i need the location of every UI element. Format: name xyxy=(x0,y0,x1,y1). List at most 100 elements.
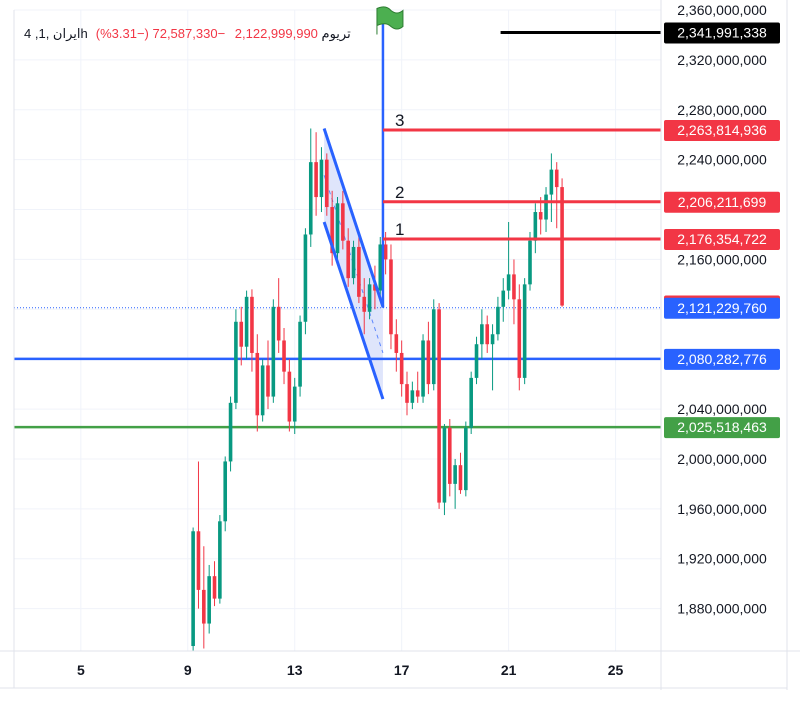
price-label-box xyxy=(664,297,780,319)
candle-body xyxy=(223,461,228,522)
candle xyxy=(319,147,324,213)
target-label: 3 xyxy=(395,111,404,130)
candle xyxy=(528,231,532,291)
price-label-text: 2,176,354,722 xyxy=(677,231,767,247)
candle-body xyxy=(426,340,431,385)
candles xyxy=(191,128,564,659)
candle-body xyxy=(383,244,388,260)
price-label-box xyxy=(664,22,780,44)
candle xyxy=(549,153,554,223)
candle-body xyxy=(549,169,554,195)
legend-symbol: 4 ,ایران ,1hتریوم xyxy=(24,26,351,41)
candle xyxy=(212,561,217,607)
price-label-box xyxy=(664,348,780,370)
candle xyxy=(362,278,367,335)
candle-body xyxy=(303,234,308,322)
candle-body xyxy=(346,240,350,279)
candle xyxy=(341,190,345,250)
candle xyxy=(202,546,206,649)
candle-body xyxy=(244,296,249,347)
candle xyxy=(250,289,254,372)
candle xyxy=(469,371,473,435)
price-tick-label: 2,320,000,000 xyxy=(677,52,767,68)
price-tick-label: 2,240,000,000 xyxy=(677,152,767,168)
candle xyxy=(335,197,340,260)
candle-body xyxy=(517,299,522,378)
candle xyxy=(453,458,457,509)
candle-body xyxy=(212,576,217,599)
price-label-text: 2,080,282,776 xyxy=(677,351,767,367)
drawings-front: 3 2 1 xyxy=(322,6,661,400)
candle-body xyxy=(351,246,356,279)
candle-body xyxy=(319,159,324,198)
price-tick-label: 2,280,000,000 xyxy=(677,102,767,118)
candle xyxy=(223,456,228,532)
candle-body xyxy=(271,306,276,397)
time-axis-bg xyxy=(0,651,800,700)
candle xyxy=(325,153,329,216)
candle xyxy=(303,228,308,335)
time-tick-label: 5 xyxy=(77,662,85,678)
candle xyxy=(218,515,222,604)
candle-body xyxy=(512,274,516,300)
candle-body xyxy=(522,284,527,378)
price-label-text: 2,121,229,760 xyxy=(677,300,767,316)
candle xyxy=(298,315,302,397)
price-label-text: 2,263,814,936 xyxy=(677,122,767,138)
candle xyxy=(522,278,527,385)
price-label-box xyxy=(664,417,780,439)
candle xyxy=(480,309,484,360)
price-labels: 2,341,991,338 2,263,814,936 2,206,211,699 2… xyxy=(664,22,780,439)
flag-icon xyxy=(376,6,404,35)
candle xyxy=(228,396,233,472)
candle xyxy=(282,328,286,385)
candle xyxy=(266,340,270,410)
price-label-box xyxy=(664,119,780,141)
target-label: 1 xyxy=(395,220,404,239)
legend-price: 2,122,999,990 xyxy=(234,26,318,41)
price-tick-label: 1,880,000,000 xyxy=(677,601,767,617)
price-label-box xyxy=(664,229,780,251)
price-label-box xyxy=(664,191,780,213)
candle xyxy=(415,371,420,403)
time-tick-label: 25 xyxy=(608,662,624,678)
time-tick-label: 13 xyxy=(287,662,303,678)
time-tick-label: 17 xyxy=(394,662,410,678)
candle-body xyxy=(228,402,233,462)
candle-body xyxy=(474,344,479,378)
candle xyxy=(538,197,543,235)
candle-body xyxy=(458,465,463,491)
candle-body xyxy=(362,296,367,312)
candle xyxy=(255,334,260,432)
target-label: 2 xyxy=(395,183,404,202)
candle-body xyxy=(373,284,377,291)
candle xyxy=(506,222,511,300)
candle-body xyxy=(554,169,559,188)
candle-body xyxy=(218,521,222,599)
candle-body xyxy=(405,384,409,403)
candle xyxy=(314,132,318,216)
candle xyxy=(207,564,211,634)
candle xyxy=(501,278,506,322)
price-label-text: 2,025,518,463 xyxy=(677,419,767,435)
candle xyxy=(544,187,548,232)
candle-body xyxy=(202,589,206,624)
candle-body xyxy=(496,306,500,335)
candle xyxy=(496,296,500,341)
candle-body xyxy=(464,427,468,491)
candle-body xyxy=(538,212,543,220)
candle xyxy=(378,236,383,297)
candle-body xyxy=(447,427,452,484)
candle xyxy=(474,336,479,385)
candle-body xyxy=(276,306,281,341)
candle xyxy=(287,359,292,432)
time-tick-label: 9 xyxy=(184,662,192,678)
candle xyxy=(292,377,297,435)
candle-body xyxy=(501,290,506,307)
candle xyxy=(554,162,559,229)
candle xyxy=(517,284,522,391)
candle xyxy=(421,334,425,403)
price-tick-label: 1,920,000,000 xyxy=(677,551,767,567)
candle-body xyxy=(357,246,361,297)
candle-body xyxy=(431,309,436,385)
